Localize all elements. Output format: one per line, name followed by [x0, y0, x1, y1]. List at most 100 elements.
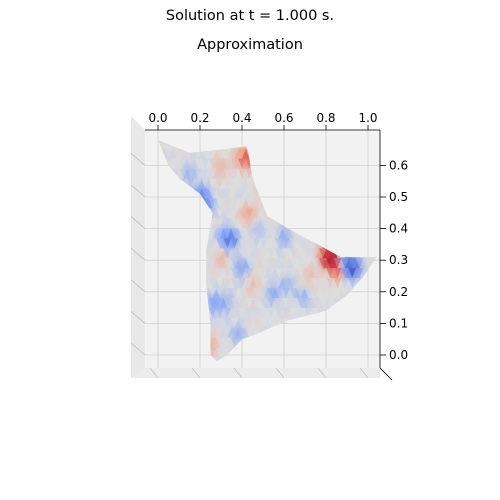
- surface-facet: [385, 179, 392, 189]
- surface-facet: [341, 278, 349, 289]
- surface-facet: [352, 258, 360, 269]
- surface-facet: [219, 198, 228, 209]
- surface-facet: [260, 258, 268, 269]
- surface-facet: [256, 258, 265, 269]
- surface-facet: [382, 328, 389, 338]
- y-tick-label: 0.3: [389, 253, 408, 267]
- y-tick-label: 0.5: [389, 190, 408, 204]
- surface-facet: [223, 218, 231, 229]
- surface-facet: [249, 218, 257, 229]
- surface-facet: [256, 288, 265, 298]
- surface-facet: [322, 248, 331, 259]
- x-tick-label: 0.4: [232, 111, 251, 125]
- surface-facet: [348, 268, 356, 279]
- surface-facet: [382, 139, 389, 149]
- surface-facet: [223, 297, 231, 308]
- surface-facet: [238, 198, 246, 209]
- surface-facet: [223, 307, 231, 318]
- surface-facet: [311, 248, 320, 259]
- surface-facet: [300, 238, 309, 249]
- surface-facet: [242, 248, 250, 259]
- surface-facet: [326, 278, 334, 289]
- surface-facet: [212, 248, 220, 259]
- surface-facet: [293, 258, 301, 269]
- surface-facet: [183, 148, 191, 159]
- surface-facet: [238, 258, 246, 269]
- surface-facet: [216, 278, 224, 289]
- surface-facet: [253, 327, 261, 338]
- surface-facet: [227, 148, 235, 159]
- surface-facet: [208, 268, 217, 279]
- surface-facet: [190, 168, 198, 179]
- surface-facet: [201, 178, 209, 189]
- surface-facet: [164, 148, 173, 159]
- surface-facet: [382, 308, 389, 318]
- surface-facet: [234, 148, 242, 159]
- surface-facet: [382, 288, 389, 298]
- surface-facet: [212, 198, 220, 209]
- surface-facet: [172, 158, 180, 169]
- surface-facet: [216, 228, 224, 239]
- surface-facet: [212, 327, 220, 338]
- surface-facet: [315, 268, 323, 279]
- surface-facet: [319, 297, 327, 308]
- surface-facet: [300, 258, 309, 269]
- surface-facet: [227, 337, 235, 348]
- surface-facet: [289, 297, 298, 308]
- surface-facet: [304, 278, 312, 289]
- surface-facet: [234, 228, 242, 239]
- surface-facet: [315, 288, 323, 298]
- surface-facet: [230, 198, 239, 209]
- surface-facet: [249, 188, 257, 199]
- surface-facet: [382, 348, 389, 358]
- surface-facet: [253, 198, 261, 209]
- surface-facet: [249, 198, 257, 209]
- surface-facet: [234, 248, 242, 259]
- surface-facet: [264, 228, 272, 239]
- surface-facet: [297, 278, 305, 289]
- surface-facet: [230, 337, 239, 348]
- surface-facet: [289, 268, 298, 279]
- surface-facet: [286, 228, 294, 239]
- surface-facet: [238, 178, 246, 189]
- surface-facet: [201, 168, 209, 179]
- surface-facet: [238, 288, 246, 298]
- surface-facet: [242, 198, 250, 209]
- surface-facet: [382, 179, 389, 189]
- surface-facet: [264, 238, 272, 249]
- surface-facet: [197, 168, 206, 179]
- surface-facet: [219, 168, 228, 179]
- surface-facet: [319, 258, 327, 269]
- surface-facet: [216, 158, 224, 169]
- surface-facet: [382, 159, 389, 169]
- surface-facet: [253, 218, 261, 229]
- surface-facet: [238, 188, 246, 199]
- surface-facet: [289, 248, 298, 259]
- surface-facet: [330, 278, 338, 289]
- surface-facet: [337, 258, 345, 269]
- surface-facet: [330, 258, 338, 269]
- surface-facet: [304, 297, 312, 308]
- surface-facet: [385, 268, 392, 278]
- surface-facet: [238, 327, 246, 338]
- surface-facet: [282, 228, 290, 239]
- surface-facet: [223, 248, 231, 259]
- surface-facet: [311, 278, 320, 289]
- surface-facet: [227, 327, 235, 338]
- surface-facet: [234, 218, 242, 229]
- surface-facet: [344, 258, 353, 269]
- surface-facet: [216, 327, 224, 338]
- surface-facet: [179, 158, 187, 169]
- surface-facet: [234, 317, 242, 328]
- surface-facet: [219, 228, 228, 239]
- surface-facet: [322, 258, 331, 269]
- surface-facet: [249, 258, 257, 269]
- surface-facet: [208, 148, 217, 159]
- surface-facet: [208, 238, 217, 249]
- surface-facet: [308, 258, 316, 269]
- surface-facet: [190, 148, 198, 159]
- surface-facet: [208, 228, 217, 239]
- surface-facet: [286, 238, 294, 249]
- surface-facet: [249, 178, 257, 189]
- surface-facet: [219, 238, 228, 249]
